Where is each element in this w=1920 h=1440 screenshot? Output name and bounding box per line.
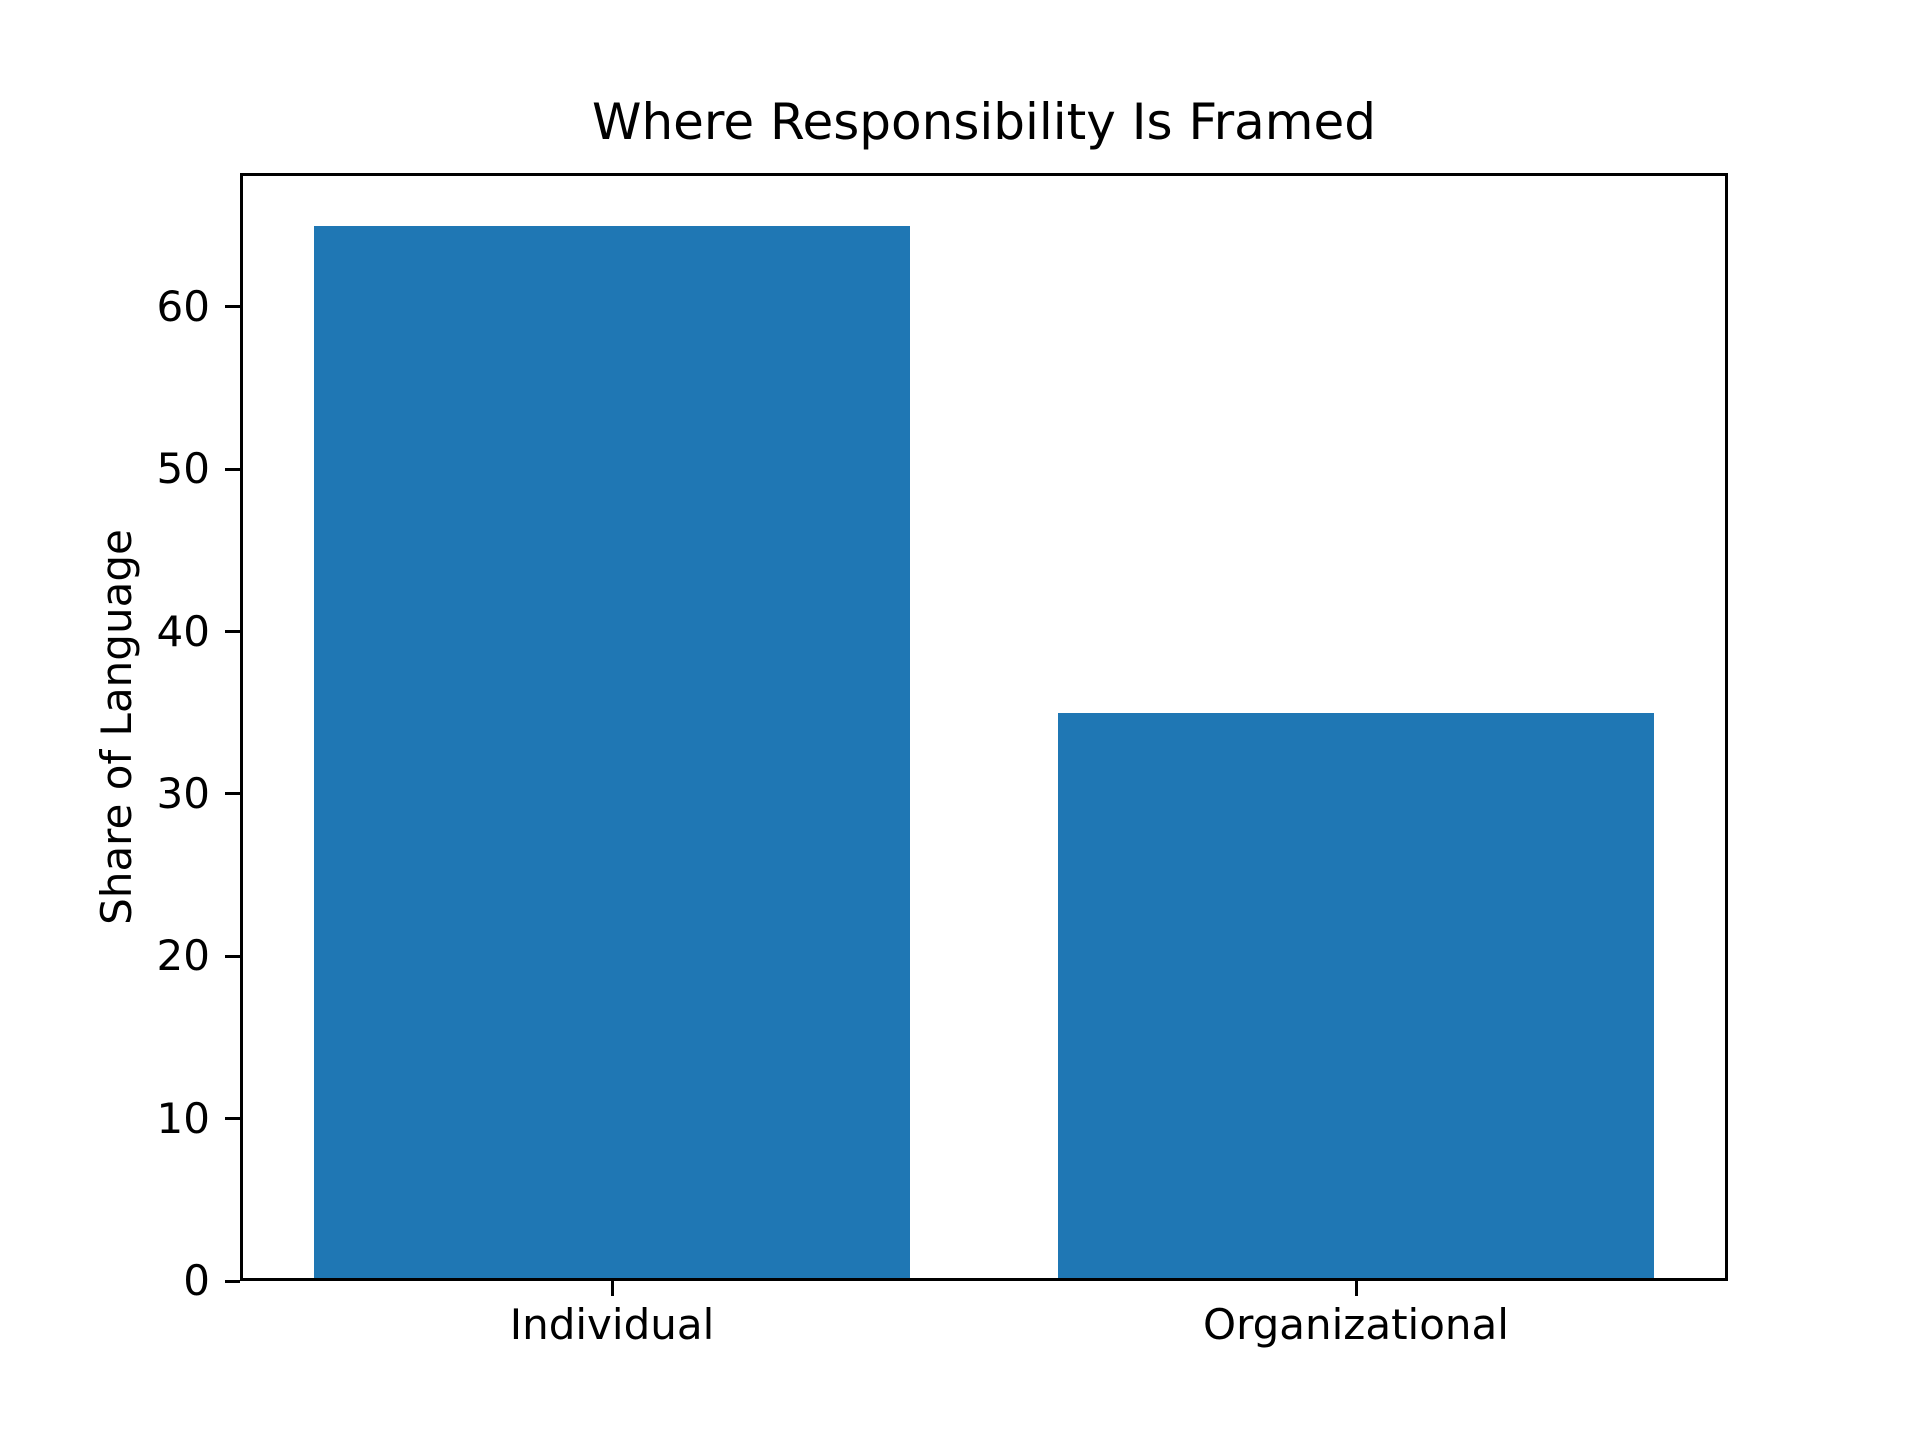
chart-title: Where Responsibility Is Framed: [592, 93, 1376, 151]
y-tick-label-20: 20: [156, 931, 210, 981]
x-tick-mark-individual: [610, 1281, 614, 1296]
x-tick-label-individual: Individual: [509, 1300, 715, 1349]
y-tick-label-10: 10: [156, 1093, 210, 1143]
y-tick-mark-20: [225, 954, 240, 958]
bar-individual: [314, 225, 910, 1281]
y-tick-label-60: 60: [156, 281, 210, 331]
y-tick-label-30: 30: [156, 768, 210, 818]
y-tick-label-50: 50: [156, 444, 210, 494]
y-tick-mark-0: [225, 1279, 240, 1283]
x-tick-label-organizational: Organizational: [1203, 1300, 1509, 1349]
x-tick-mark-organizational: [1354, 1281, 1358, 1296]
y-tick-label-40: 40: [156, 606, 210, 656]
y-tick-mark-60: [225, 305, 240, 309]
bar-organizational: [1058, 712, 1654, 1281]
y-tick-label-0: 0: [183, 1256, 210, 1305]
y-tick-mark-30: [225, 792, 240, 796]
y-tick-mark-10: [225, 1117, 240, 1121]
y-tick-mark-40: [225, 630, 240, 634]
y-tick-mark-50: [225, 467, 240, 471]
y-axis-label: Share of Language: [92, 529, 141, 925]
